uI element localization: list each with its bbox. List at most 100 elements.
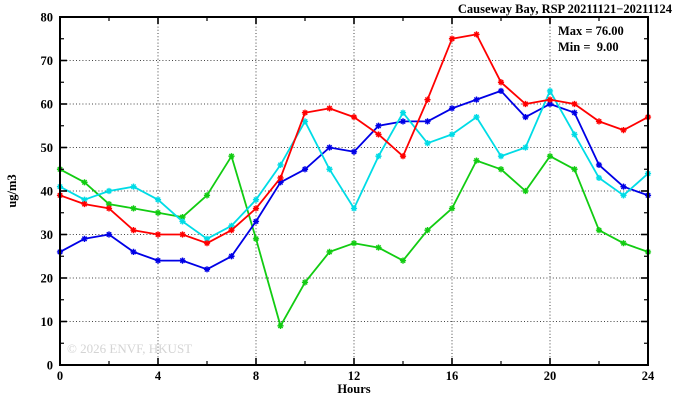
max-value-label: Max = 76.00 [558, 24, 624, 38]
data-point-marker [448, 131, 456, 138]
data-point-marker [252, 235, 260, 242]
data-point-marker [130, 227, 137, 234]
data-point-marker [375, 244, 382, 251]
data-point-marker [203, 235, 211, 242]
data-point-marker [546, 96, 554, 103]
data-point-marker [203, 240, 211, 247]
data-point-marker [277, 174, 284, 182]
data-point-marker [497, 79, 505, 86]
data-point-marker [448, 35, 456, 42]
data-point-marker [620, 192, 627, 199]
data-point-marker [399, 109, 407, 116]
data-point-marker [105, 205, 113, 212]
data-point-marker [375, 131, 382, 138]
data-point-marker [522, 113, 529, 121]
min-value-label: Min = 9.00 [558, 40, 619, 54]
data-point-marker [81, 235, 88, 242]
watermark: © 2026 ENVF, HKUST [67, 341, 192, 356]
data-point-marker [105, 200, 113, 208]
data-point-marker [81, 200, 88, 208]
chart-title: Causeway Bay, RSP 20211121−20211124 [458, 2, 673, 16]
data-point-marker [81, 196, 88, 203]
data-point-marker [375, 122, 382, 129]
data-point-marker [130, 205, 137, 212]
tick-label-layer: 0 10 20 30 40 50 60 70 80 0 4 8 12 16 20 24 [41, 11, 656, 384]
data-point-marker [350, 113, 358, 121]
data-point-marker [571, 109, 578, 116]
data-point-marker [473, 96, 480, 103]
y-tick-label: 80 [41, 11, 54, 25]
y-tick-label: 30 [41, 228, 54, 242]
data-point-marker [424, 227, 431, 234]
data-point-marker [154, 257, 162, 264]
data-point-marker [399, 118, 407, 125]
data-point-marker [571, 166, 578, 173]
data-point-marker [522, 144, 529, 151]
data-point-marker [277, 161, 284, 168]
data-point-marker [81, 179, 88, 186]
data-point-marker [473, 157, 480, 164]
data-point-marker [620, 127, 627, 134]
x-axis-label: Hours [337, 382, 370, 396]
y-tick-label: 40 [41, 185, 54, 199]
data-point-marker [546, 87, 554, 95]
data-point-marker [252, 205, 260, 212]
data-point-marker [228, 222, 235, 229]
y-tick-label: 20 [41, 272, 54, 286]
data-point-marker [350, 205, 358, 212]
data-point-marker [350, 148, 358, 155]
y-tick-label: 70 [41, 54, 54, 68]
data-point-marker [203, 266, 211, 273]
tick-layer [59, 16, 649, 366]
data-point-marker [326, 166, 333, 173]
data-point-marker [301, 109, 309, 116]
data-point-marker [522, 187, 529, 195]
y-axis-label: ug/m3 [5, 174, 19, 207]
data-point-marker [228, 227, 235, 234]
data-point-marker [105, 187, 113, 195]
data-point-marker [424, 96, 431, 103]
data-point-marker [497, 166, 505, 173]
data-point-marker [473, 113, 480, 121]
data-point-marker [154, 196, 162, 203]
data-point-marker [277, 179, 284, 186]
data-point-marker [130, 183, 137, 190]
x-tick-label: 4 [155, 369, 162, 383]
data-point-marker [277, 322, 284, 329]
series-layer [56, 31, 652, 329]
data-point-marker [228, 253, 235, 260]
data-point-marker [154, 209, 162, 216]
data-point-marker [154, 231, 162, 238]
data-point-marker [252, 196, 260, 203]
y-tick-label: 50 [41, 141, 54, 155]
data-point-marker [595, 118, 603, 125]
data-point-marker [546, 153, 554, 160]
data-point-marker [179, 214, 186, 221]
data-point-marker [595, 161, 603, 168]
x-tick-label: 20 [544, 369, 557, 383]
x-tick-label: 0 [57, 369, 63, 383]
data-point-marker [497, 153, 505, 160]
data-point-marker [424, 118, 431, 125]
data-point-marker [620, 240, 627, 247]
data-point-marker [424, 140, 431, 147]
data-point-marker [473, 31, 480, 38]
y-tick-label: 0 [47, 359, 53, 373]
x-tick-label: 12 [348, 369, 361, 383]
data-point-marker [522, 100, 529, 108]
y-tick-label: 10 [41, 315, 54, 329]
data-point-marker [130, 248, 137, 255]
data-point-marker [571, 100, 578, 108]
data-point-marker [179, 231, 186, 238]
data-point-marker [301, 279, 309, 286]
data-point-marker [595, 227, 603, 234]
data-point-marker [546, 100, 554, 108]
data-point-marker [228, 153, 235, 160]
data-point-marker [326, 105, 333, 112]
data-point-marker [301, 118, 309, 125]
data-point-marker [179, 218, 186, 225]
data-point-marker [620, 183, 627, 190]
blue-series [56, 87, 652, 273]
data-point-marker [399, 257, 407, 264]
